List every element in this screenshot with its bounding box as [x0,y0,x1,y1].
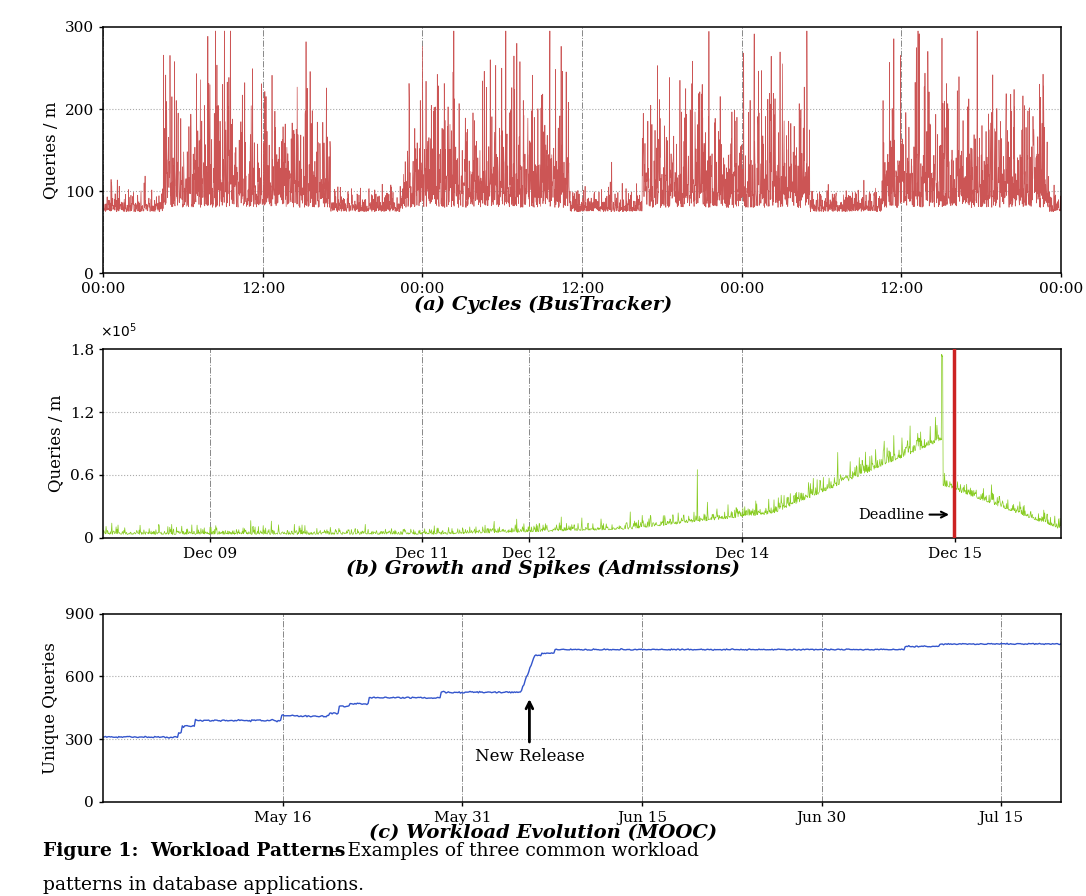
Text: (b) Growth and Spikes (Admissions): (b) Growth and Spikes (Admissions) [346,560,740,578]
Text: Workload Patterns: Workload Patterns [150,842,345,860]
Y-axis label: Unique Queries: Unique Queries [42,642,60,774]
Text: (a) Cycles (BusTracker): (a) Cycles (BusTracker) [414,296,672,314]
Text: Deadline: Deadline [858,508,947,521]
Y-axis label: Queries / m: Queries / m [48,395,64,492]
Text: – Examples of three common workload: – Examples of three common workload [326,842,698,860]
Text: New Release: New Release [475,702,584,764]
Y-axis label: Queries / m: Queries / m [42,101,60,199]
Text: (c) Workload Evolution (MOOC): (c) Workload Evolution (MOOC) [369,824,717,842]
Text: patterns in database applications.: patterns in database applications. [43,876,365,894]
Text: $\times10^5$: $\times10^5$ [100,322,137,340]
Text: Figure 1:: Figure 1: [43,842,146,860]
